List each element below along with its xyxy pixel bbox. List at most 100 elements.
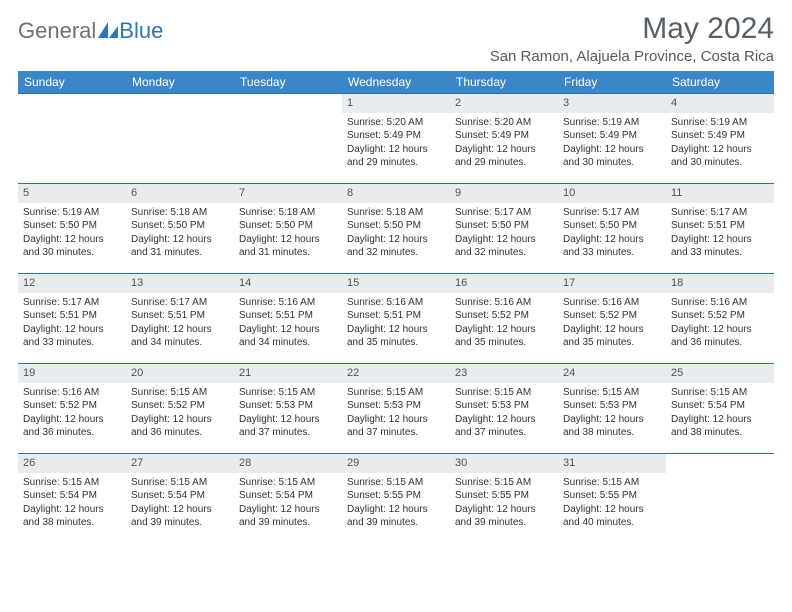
title-block: May 2024 San Ramon, Alajuela Province, C… [490, 12, 774, 65]
calendar-day-cell: 24 Sunrise: 5:15 AMSunset: 5:53 PMDayligh… [558, 364, 666, 454]
sunrise-text: Sunrise: 5:16 AM [239, 296, 337, 310]
day2-text: and 31 minutes. [131, 246, 229, 260]
sunset-text: Sunset: 5:53 PM [563, 399, 661, 413]
sunset-text: Sunset: 5:51 PM [23, 309, 121, 323]
day-number: 5 [18, 184, 126, 203]
day2-text: and 38 minutes. [671, 426, 769, 440]
sunset-text: Sunset: 5:50 PM [239, 219, 337, 233]
sunset-text: Sunset: 5:55 PM [563, 489, 661, 503]
sunset-text: Sunset: 5:49 PM [347, 129, 445, 143]
sunset-text: Sunset: 5:50 PM [347, 219, 445, 233]
brand-part2: Blue [119, 18, 163, 44]
day1-text: Daylight: 12 hours [131, 503, 229, 517]
page-header: GeneralBlue May 2024 San Ramon, Alajuela… [18, 12, 774, 65]
day2-text: and 39 minutes. [131, 516, 229, 530]
day1-text: Daylight: 12 hours [563, 413, 661, 427]
sunrise-text: Sunrise: 5:19 AM [671, 116, 769, 130]
calendar-week-row: 5 Sunrise: 5:19 AM Sunset: 5:50 PM Daylight… [18, 184, 774, 274]
calendar-day-cell: 9Sunrise: 5:17 AMSunset: 5:50 PMDaylight… [450, 184, 558, 274]
sunrise-text: Sunrise: 5:20 AM [455, 116, 553, 130]
calendar-day-cell: 12Sunrise: 5:17 AMSunset: 5:51 PMDayligh… [18, 274, 126, 364]
day2-text: and 39 minutes. [455, 516, 553, 530]
day1-text: Daylight: 12 hours [347, 143, 445, 157]
sunset-text: Sunset: 5:51 PM [131, 309, 229, 323]
day1-text: Daylight: 12 hours [131, 323, 229, 337]
calendar-table: SundayMondayTuesdayWednesdayThursdayFrid… [18, 71, 774, 544]
calendar-day-cell: 29 Sunrise: 5:15 AMSunset: 5:55 PMDayligh… [342, 454, 450, 544]
sunset-text: Sunset: 5:49 PM [671, 129, 769, 143]
day-number: 10 [558, 184, 666, 203]
sunrise-text: Sunrise: 5:15 AM [347, 476, 445, 490]
day2-text: and 32 minutes. [347, 246, 445, 260]
sunrise-text: Sunrise: 5:16 AM [455, 296, 553, 310]
day2-text: and 38 minutes. [563, 426, 661, 440]
day1-text: Daylight: 12 hours [239, 503, 337, 517]
calendar-day-cell: 14Sunrise: 5:16 AMSunset: 5:51 PMDayligh… [234, 274, 342, 364]
day2-text: and 32 minutes. [455, 246, 553, 260]
sunrise-text: Sunrise: 5:17 AM [455, 206, 553, 220]
sunrise-text: Sunrise: 5:17 AM [563, 206, 661, 220]
day2-text: and 29 minutes. [347, 156, 445, 170]
calendar-day-cell: 26Sunrise: 5:15 AMSunset: 5:54 PMDayligh… [18, 454, 126, 544]
day2-text: and 36 minutes. [131, 426, 229, 440]
sunrise-text: Sunrise: 5:15 AM [563, 386, 661, 400]
sunset-text: Sunset: 5:49 PM [563, 129, 661, 143]
day2-text: and 30 minutes. [563, 156, 661, 170]
day2-text: and 31 minutes. [239, 246, 337, 260]
calendar-day-cell: 4Sunrise: 5:19 AMSunset: 5:49 PMDaylight… [666, 94, 774, 184]
weekday-header: Thursday [450, 71, 558, 94]
day1-text: Daylight: 12 hours [455, 413, 553, 427]
calendar-day-cell: 15Sunrise: 5:16 AMSunset: 5:51 PMDayligh… [342, 274, 450, 364]
calendar-week-row: 1Sunrise: 5:20 AMSunset: 5:49 PMDaylight… [18, 94, 774, 184]
month-title: May 2024 [490, 12, 774, 46]
sunrise-text: Sunrise: 5:15 AM [23, 476, 121, 490]
sunset-text: Sunset: 5:52 PM [23, 399, 121, 413]
sunset-text: Sunset: 5:54 PM [239, 489, 337, 503]
sunset-text: Sunset: 5:51 PM [239, 309, 337, 323]
sunrise-text: Sunrise: 5:18 AM [131, 206, 229, 220]
day-number: 15 [342, 274, 450, 293]
calendar-day-cell: 7Sunrise: 5:18 AMSunset: 5:50 PMDaylight… [234, 184, 342, 274]
calendar-body: 1Sunrise: 5:20 AMSunset: 5:49 PMDaylight… [18, 94, 774, 544]
day2-text: and 35 minutes. [563, 336, 661, 350]
sunrise-text: Sunrise: 5:17 AM [23, 296, 121, 310]
sunrise-text: Sunrise: 5:15 AM [131, 476, 229, 490]
weekday-header: Saturday [666, 71, 774, 94]
day2-text: and 39 minutes. [239, 516, 337, 530]
day-number: 28 [234, 454, 342, 473]
sunrise-text: Sunrise: 5:16 AM [347, 296, 445, 310]
sunrise-text: Sunrise: 5:15 AM [455, 386, 553, 400]
day-number: 22 [342, 364, 450, 383]
day1-text: Daylight: 12 hours [347, 503, 445, 517]
weekday-header: Wednesday [342, 71, 450, 94]
calendar-day-cell: 11Sunrise: 5:17 AMSunset: 5:51 PMDayligh… [666, 184, 774, 274]
calendar-day-cell: 6Sunrise: 5:18 AMSunset: 5:50 PMDaylight… [126, 184, 234, 274]
sunset-text: Sunset: 5:55 PM [347, 489, 445, 503]
day1-text: Daylight: 12 hours [239, 413, 337, 427]
sunrise-text: Sunrise: 5:15 AM [131, 386, 229, 400]
day-number: 1 [342, 94, 450, 113]
weekday-header: Monday [126, 71, 234, 94]
sunrise-text: Sunrise: 5:19 AM [23, 206, 121, 220]
day-number: 24 [558, 364, 666, 383]
sunset-text: Sunset: 5:51 PM [671, 219, 769, 233]
day1-text: Daylight: 12 hours [671, 413, 769, 427]
calendar-day-cell: 22Sunrise: 5:15 AMSunset: 5:53 PMDayligh… [342, 364, 450, 454]
day2-text: and 35 minutes. [455, 336, 553, 350]
day1-text: Daylight: 12 hours [563, 143, 661, 157]
sunset-text: Sunset: 5:49 PM [455, 129, 553, 143]
day-number: 2 [450, 94, 558, 113]
day-number: 18 [666, 274, 774, 293]
day1-text: Daylight: 12 hours [239, 323, 337, 337]
calendar-empty-cell [18, 94, 126, 184]
day1-text: Daylight: 12 hours [131, 413, 229, 427]
day1-text: Daylight: 12 hours [23, 323, 121, 337]
day1-text: Daylight: 12 hours [563, 233, 661, 247]
day1-text: Daylight: 12 hours [23, 413, 121, 427]
sunrise-text: Sunrise: 5:16 AM [563, 296, 661, 310]
day-number: 29 [342, 454, 450, 473]
sunset-text: Sunset: 5:50 PM [455, 219, 553, 233]
day-number: 7 [234, 184, 342, 203]
sunrise-text: Sunrise: 5:18 AM [239, 206, 337, 220]
calendar-day-cell: 23Sunrise: 5:15 AMSunset: 5:53 PMDayligh… [450, 364, 558, 454]
